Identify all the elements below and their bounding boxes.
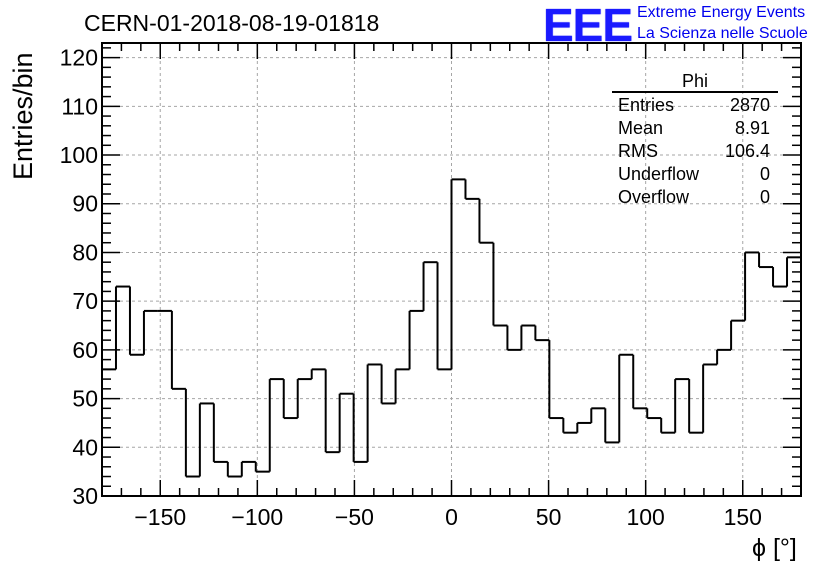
stats-value: 106.4: [724, 141, 770, 161]
chart-title: CERN-01-2018-08-19-01818: [84, 10, 380, 36]
y-tick-label: 40: [72, 434, 98, 460]
stats-row-mean: Mean 8.91: [612, 117, 778, 140]
y-tick-label: 90: [72, 191, 98, 217]
histogram-series: [102, 178, 801, 478]
x-tick-label: 150: [724, 504, 762, 530]
stats-value: 2870: [729, 95, 770, 115]
brand-line-2: La Scienza nelle Scuole: [637, 25, 808, 42]
stats-key: Mean: [618, 118, 664, 138]
stats-value: 8.91: [734, 118, 770, 138]
x-tick-label: −100: [231, 504, 283, 530]
stats-box: Phi Entries 2870 Mean 8.91 RMS 106.4 Und…: [612, 72, 778, 209]
x-tick-label: −50: [335, 504, 374, 530]
stats-value: 0: [759, 187, 770, 207]
stats-key: RMS: [618, 141, 658, 161]
y-tick-label: 110: [61, 93, 98, 119]
stats-title: Phi: [612, 72, 778, 93]
stats-key: Underflow: [618, 164, 700, 184]
x-tick-label: 0: [445, 504, 458, 530]
y-axis-label: Entries/bin: [8, 52, 38, 180]
x-tick-label: 100: [626, 504, 664, 530]
y-tick-label: 120: [60, 45, 98, 71]
y-tick-label: 100: [60, 142, 98, 168]
x-axis-label: ϕ [°]: [752, 534, 797, 562]
y-tick-label: 70: [72, 288, 98, 314]
stats-row-underflow: Underflow 0: [612, 163, 778, 186]
axis-ticks: [101, 43, 802, 497]
x-tick-label: −150: [134, 504, 186, 530]
stats-key: Overflow: [618, 187, 690, 207]
tick-labels: −150 −100 −50 0 50 100 150 30 40 50 60 70 80 90 100 110…: [60, 45, 762, 530]
stats-key: Entries: [618, 95, 675, 115]
stats-row-rms: RMS 106.4: [612, 140, 778, 163]
y-tick-label: 30: [72, 483, 98, 509]
stats-row-entries: Entries 2870: [612, 94, 778, 117]
y-tick-label: 80: [72, 239, 98, 265]
eee-logo: EEE: [543, 0, 633, 51]
x-tick-label: 50: [536, 504, 562, 530]
y-tick-label: 50: [72, 386, 98, 412]
y-tick-label: 60: [72, 337, 98, 363]
brand-line-1: Extreme Energy Events: [637, 4, 806, 21]
stats-row-overflow: Overflow 0: [612, 186, 778, 209]
stats-value: 0: [759, 164, 770, 184]
